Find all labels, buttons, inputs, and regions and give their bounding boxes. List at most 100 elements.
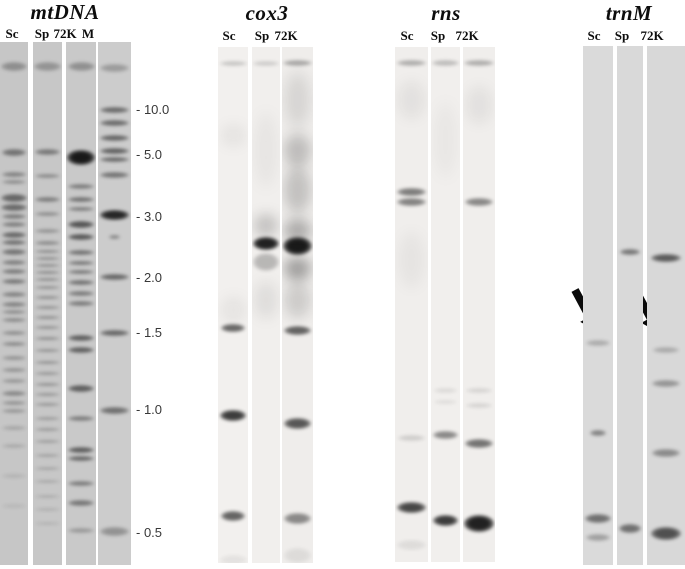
gel-lane-cox3-sp [252, 47, 280, 563]
gel-band [2, 259, 26, 265]
gel-band [2, 342, 26, 346]
gel-band [2, 268, 26, 274]
marker-size-label: - 1.5 [136, 325, 163, 340]
gel-band [463, 60, 495, 66]
gel-band [68, 415, 94, 421]
gel-band [433, 387, 458, 393]
gel-band [68, 270, 94, 274]
gel-band [220, 409, 246, 421]
gel-band [35, 305, 60, 309]
lane-label-mtdna-sc: Sc [5, 26, 19, 41]
gel-band [2, 291, 26, 297]
gel-band [35, 416, 60, 420]
gel-band [282, 237, 313, 255]
gel-band [35, 427, 60, 431]
gel-band [68, 480, 94, 486]
gel-band [35, 392, 60, 396]
gel-band [651, 379, 681, 387]
gel-band [221, 511, 245, 521]
gel-band [433, 400, 458, 404]
gel-lane-cox3-sc [218, 47, 248, 563]
gel-band [396, 230, 427, 290]
gel-band [35, 249, 60, 253]
gel-band [1, 61, 27, 71]
gel-band [35, 453, 60, 457]
gel-band [466, 402, 492, 408]
gel-band [68, 207, 94, 211]
gel-band [35, 241, 60, 245]
gel-band [2, 331, 26, 335]
gel-band [283, 547, 312, 563]
gel-band [100, 156, 129, 162]
gel-band [219, 60, 247, 66]
gel-band [397, 198, 426, 206]
lane-label-mtdna-72k: 72K [53, 26, 77, 41]
gel-band [432, 100, 459, 180]
gel-band [2, 318, 26, 322]
gel-band [219, 295, 247, 325]
gel-lane-trnm-sp [617, 46, 643, 565]
gel-band [67, 61, 95, 71]
gel-band [585, 513, 611, 523]
gel-band [2, 213, 26, 219]
gel-band [67, 234, 95, 240]
gel-band [2, 171, 26, 177]
gel-band [35, 348, 60, 352]
gel-band [466, 387, 492, 393]
marker-size-label: - 5.0 [136, 147, 163, 162]
gel-band [2, 379, 26, 383]
gel-band [1, 194, 27, 202]
gel-lane-rns-sp [431, 47, 460, 562]
gel-band [35, 521, 60, 525]
gel-lane-mtdna-sp [33, 42, 62, 565]
gel-lane-rns-72k [463, 47, 495, 562]
gel-band [68, 279, 94, 285]
gel-band [2, 444, 26, 448]
gel-lane-rns-sc [395, 47, 428, 562]
gel-band [35, 479, 60, 483]
gel-band [396, 501, 426, 513]
gel-band [2, 409, 26, 413]
gel-band [35, 360, 60, 364]
gel-band [2, 301, 26, 307]
gel-lane-mtdna-sc [0, 42, 28, 565]
gel-band [282, 280, 313, 320]
gel-band [68, 500, 94, 506]
gel-band [252, 280, 280, 320]
marker-size-label: - 1.0 [136, 402, 163, 417]
gel-band [650, 254, 682, 262]
gel-band [100, 330, 129, 336]
gel-band [66, 149, 96, 165]
gel-band [650, 526, 682, 540]
gel-band [68, 261, 94, 265]
gel-lane-mtdna-m [98, 42, 131, 565]
gel-band [2, 180, 26, 184]
gel-band [586, 340, 610, 346]
gel-band [67, 347, 95, 353]
gel-band [35, 466, 60, 470]
gel-band [464, 85, 494, 125]
gel-band [35, 277, 60, 281]
gel-band [219, 122, 247, 148]
gel-band [35, 196, 60, 202]
gel-band [35, 256, 60, 260]
lane-label-rns-sp: Sp [430, 28, 446, 43]
gel-band [68, 196, 94, 202]
gel-band [618, 523, 642, 533]
gel-band [464, 198, 494, 206]
gel-band [67, 384, 95, 392]
gel-band [282, 60, 313, 66]
gel-lane-mtdna-72k [66, 42, 96, 565]
gel-band [252, 253, 280, 271]
gel-band [221, 324, 245, 332]
gel-band [2, 368, 26, 372]
gel-band [652, 347, 680, 353]
gel-band [2, 504, 26, 508]
gel-band [252, 110, 280, 190]
gel-band [2, 310, 26, 314]
gel-lane-trnm-72k [647, 46, 685, 565]
gel-band [253, 236, 279, 250]
gel-band [2, 390, 26, 396]
gel-lane-trnm-sc [583, 46, 613, 565]
gel-band [35, 371, 60, 375]
